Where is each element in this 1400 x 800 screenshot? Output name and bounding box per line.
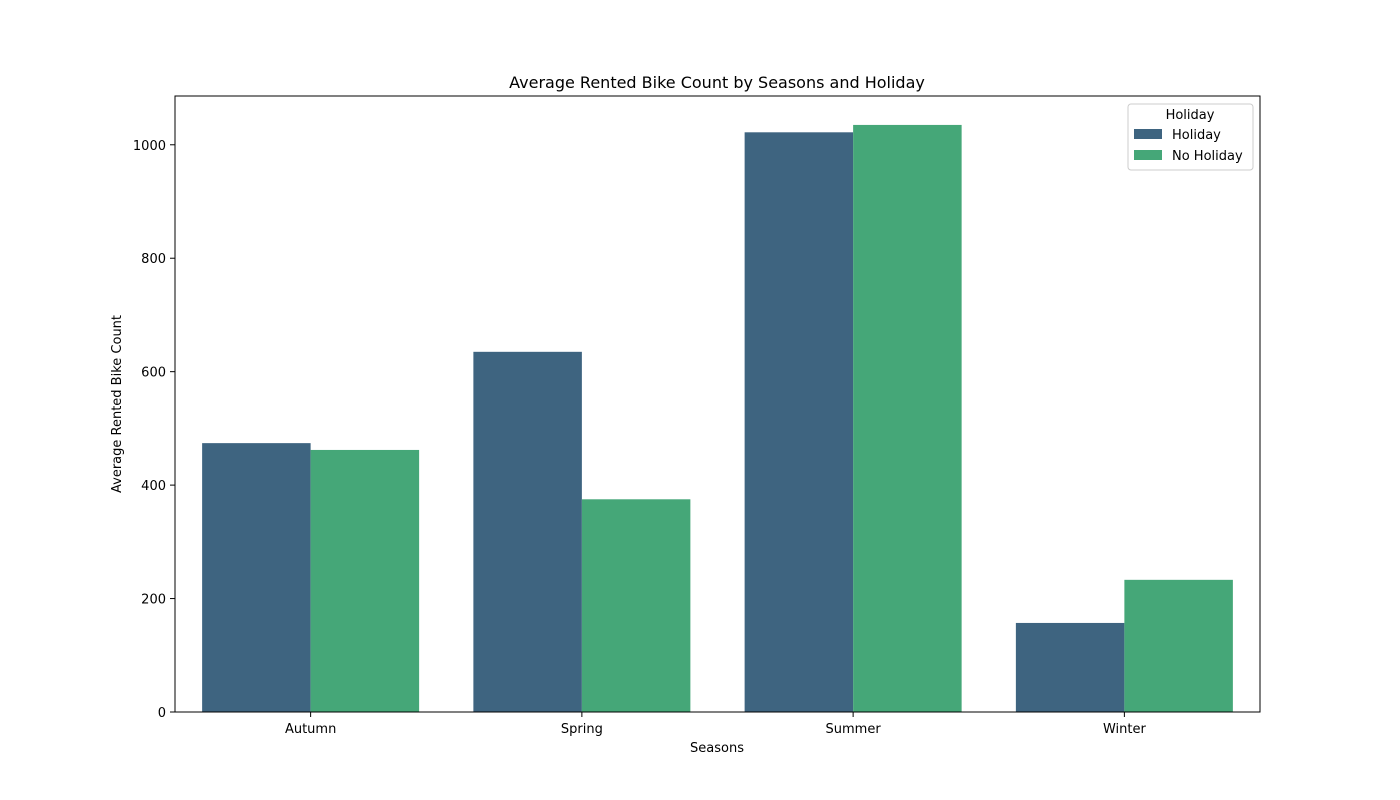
- bar-winter-holiday: [1015, 622, 1125, 712]
- y-tick-label: 600: [141, 366, 166, 381]
- y-tick-label: 400: [141, 479, 166, 494]
- bars-group: [202, 124, 1233, 713]
- x-tick-label: Spring: [561, 722, 603, 737]
- legend-label-no-holiday: No Holiday: [1172, 149, 1243, 164]
- y-tick-label: 0: [158, 706, 166, 721]
- bar-autumn-holiday: [202, 443, 311, 712]
- legend: Holiday Holiday No Holiday: [1127, 103, 1254, 171]
- x-tick-label: Winter: [1103, 722, 1147, 737]
- bar-autumn-no-holiday: [310, 449, 420, 712]
- x-axis-label: Seasons: [690, 741, 744, 756]
- y-tick-label: 800: [141, 252, 166, 267]
- y-axis: 0 200 400 600 800 1000: [133, 139, 175, 721]
- bar-spring-holiday: [473, 351, 582, 712]
- bar-spring-no-holiday: [581, 499, 691, 712]
- legend-swatch-holiday: [1134, 129, 1162, 139]
- y-axis-label: Average Rented Bike Count: [110, 315, 125, 493]
- bar-summer-no-holiday: [853, 124, 962, 713]
- bar-summer-holiday: [744, 132, 854, 713]
- chart-title: Average Rented Bike Count by Seasons and…: [509, 73, 925, 92]
- x-axis: Autumn Spring Summer Winter: [285, 712, 1147, 737]
- plot-frame: [174, 95, 1261, 713]
- y-tick-label: 200: [141, 593, 166, 608]
- legend-swatch-no-holiday: [1134, 150, 1162, 160]
- y-tick-label: 1000: [133, 139, 166, 154]
- x-tick-label: Summer: [826, 722, 882, 737]
- bar-winter-no-holiday: [1124, 579, 1233, 712]
- x-tick-label: Autumn: [285, 722, 336, 737]
- legend-label-holiday: Holiday: [1172, 128, 1221, 143]
- legend-title: Holiday: [1166, 108, 1215, 123]
